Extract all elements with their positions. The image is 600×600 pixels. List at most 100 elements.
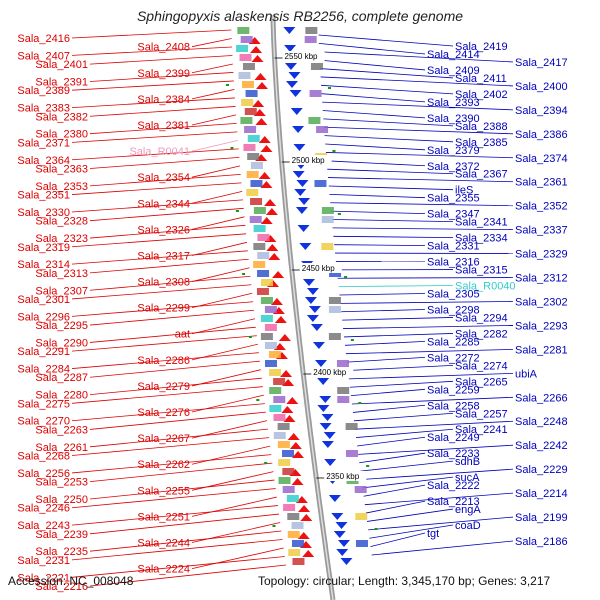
gene-label-sala-2272[interactable]: Sala_2272 — [427, 352, 480, 364]
gene-label-sala-2390[interactable]: Sala_2390 — [427, 113, 480, 125]
gene-label-sala-2243[interactable]: Sala_2243 — [17, 520, 70, 532]
gene-label-sala-2347[interactable]: Sala_2347 — [427, 209, 480, 221]
gene-label-sala-2313[interactable]: Sala_2313 — [35, 268, 88, 280]
gene-label-sala-r0041[interactable]: Sala_R0041 — [129, 146, 190, 158]
gene-label-sala-2391[interactable]: Sala_2391 — [35, 76, 88, 88]
gene-label-sala-2382[interactable]: Sala_2382 — [35, 111, 88, 123]
gene-label-sala-2281[interactable]: Sala_2281 — [515, 344, 568, 356]
gene-label-sala-2354[interactable]: Sala_2354 — [137, 172, 190, 184]
gene-label-sala-2244[interactable]: Sala_2244 — [137, 538, 190, 550]
gene-label-sala-2241[interactable]: Sala_2241 — [455, 424, 508, 436]
gene-label-sala-2222[interactable]: Sala_2222 — [427, 480, 480, 492]
gene-label-sala-2315[interactable]: Sala_2315 — [455, 265, 508, 277]
gene-label-sala-2231[interactable]: Sala_2231 — [17, 555, 70, 567]
gene-label-sala-2416[interactable]: Sala_2416 — [17, 33, 70, 45]
gene-label-sala-2267[interactable]: Sala_2267 — [137, 433, 190, 445]
gene-label-sala-2394[interactable]: Sala_2394 — [515, 105, 568, 117]
gene-label-sala-2214[interactable]: Sala_2214 — [515, 488, 568, 500]
gene-label-sala-2186[interactable]: Sala_2186 — [515, 536, 568, 548]
gene-label-sala-2361[interactable]: Sala_2361 — [515, 177, 568, 189]
gene-label-sala-2246[interactable]: Sala_2246 — [17, 503, 70, 515]
gene-label-sala-2314[interactable]: Sala_2314 — [17, 259, 70, 271]
gene-label-sala-2290[interactable]: Sala_2290 — [35, 337, 88, 349]
gene-label-sala-2331[interactable]: Sala_2331 — [427, 241, 480, 253]
gene-label-sala-2299[interactable]: Sala_2299 — [137, 303, 190, 315]
gene-label-sala-2407[interactable]: Sala_2407 — [17, 50, 70, 62]
gene-label-sala-2386[interactable]: Sala_2386 — [515, 129, 568, 141]
gene-label-sala-2274[interactable]: Sala_2274 — [455, 360, 508, 372]
gene-label-sala-2259[interactable]: Sala_2259 — [427, 384, 480, 396]
gene-label-sala-2393[interactable]: Sala_2393 — [427, 97, 480, 109]
gene-label-sala-2419[interactable]: Sala_2419 — [455, 41, 508, 53]
gene-label-sala-2199[interactable]: Sala_2199 — [515, 512, 568, 524]
gene-label-sala-2374[interactable]: Sala_2374 — [515, 153, 568, 165]
gene-label-sala-2280[interactable]: Sala_2280 — [35, 390, 88, 402]
gene-label-sala-2239[interactable]: Sala_2239 — [35, 529, 88, 541]
gene-label-sala-2402[interactable]: Sala_2402 — [455, 89, 508, 101]
gene-label-sala-2409[interactable]: Sala_2409 — [427, 65, 480, 77]
gene-label-sala-2319[interactable]: Sala_2319 — [17, 242, 70, 254]
gene-label-sala-2389[interactable]: Sala_2389 — [17, 85, 70, 97]
gene-label-sala-2326[interactable]: Sala_2326 — [137, 224, 190, 236]
gene-label-sdhb[interactable]: sdhB — [455, 456, 480, 468]
gene-label-sala-2355[interactable]: Sala_2355 — [427, 193, 480, 205]
gene-label-iles[interactable]: ileS — [455, 185, 473, 197]
gene-label-sala-r0040[interactable]: Sala_R0040 — [455, 281, 516, 293]
gene-label-sala-2308[interactable]: Sala_2308 — [137, 277, 190, 289]
gene-label-sala-2364[interactable]: Sala_2364 — [17, 155, 70, 167]
gene-label-sala-2334[interactable]: Sala_2334 — [455, 233, 508, 245]
gene-label-sala-2224[interactable]: Sala_2224 — [137, 564, 190, 576]
gene-label-sala-2248[interactable]: Sala_2248 — [515, 416, 568, 428]
gene-label-aat[interactable]: aat — [175, 329, 190, 341]
gene-label-sala-2235[interactable]: Sala_2235 — [35, 546, 88, 558]
gene-label-sala-2251[interactable]: Sala_2251 — [137, 511, 190, 523]
gene-label-sala-2296[interactable]: Sala_2296 — [17, 311, 70, 323]
gene-label-sala-2266[interactable]: Sala_2266 — [515, 392, 568, 404]
gene-label-sala-2381[interactable]: Sala_2381 — [137, 120, 190, 132]
gene-label-sala-2352[interactable]: Sala_2352 — [515, 201, 568, 213]
gene-label-sala-2257[interactable]: Sala_2257 — [455, 408, 508, 420]
gene-label-sala-2414[interactable]: Sala_2414 — [427, 49, 480, 61]
gene-label-sala-2261[interactable]: Sala_2261 — [35, 442, 88, 454]
gene-label-sala-2367[interactable]: Sala_2367 — [455, 169, 508, 181]
gene-label-sala-2298[interactable]: Sala_2298 — [427, 304, 480, 316]
gene-label-sala-2344[interactable]: Sala_2344 — [137, 198, 190, 210]
gene-label-sala-2284[interactable]: Sala_2284 — [17, 364, 70, 376]
gene-label-sala-2270[interactable]: Sala_2270 — [17, 416, 70, 428]
gene-label-sala-2294[interactable]: Sala_2294 — [455, 312, 508, 324]
gene-label-sala-2341[interactable]: Sala_2341 — [455, 217, 508, 229]
gene-label-sala-2312[interactable]: Sala_2312 — [515, 273, 568, 285]
gene-label-sala-2279[interactable]: Sala_2279 — [137, 381, 190, 393]
gene-label-sala-2330[interactable]: Sala_2330 — [17, 207, 70, 219]
gene-label-sala-2353[interactable]: Sala_2353 — [35, 181, 88, 193]
gene-label-sala-2262[interactable]: Sala_2262 — [137, 459, 190, 471]
gene-label-sala-2388[interactable]: Sala_2388 — [455, 121, 508, 133]
gene-label-sala-2285[interactable]: Sala_2285 — [427, 336, 480, 348]
gene-label-sala-2328[interactable]: Sala_2328 — [35, 216, 88, 228]
gene-label-sala-2305[interactable]: Sala_2305 — [427, 289, 480, 301]
gene-label-sala-2380[interactable]: Sala_2380 — [35, 129, 88, 141]
gene-label-sala-2263[interactable]: Sala_2263 — [35, 424, 88, 436]
gene-label-sala-2258[interactable]: Sala_2258 — [427, 400, 480, 412]
gene-label-sala-2401[interactable]: Sala_2401 — [35, 59, 88, 71]
gene-label-sala-2384[interactable]: Sala_2384 — [137, 94, 190, 106]
gene-label-sala-2287[interactable]: Sala_2287 — [35, 372, 88, 384]
gene-label-sala-2213[interactable]: Sala_2213 — [427, 496, 480, 508]
gene-label-sala-2276[interactable]: Sala_2276 — [137, 407, 190, 419]
gene-label-tgt[interactable]: tgt — [427, 528, 439, 540]
gene-label-sala-2411[interactable]: Sala_2411 — [455, 73, 507, 85]
gene-label-sala-2255[interactable]: Sala_2255 — [137, 485, 190, 497]
gene-label-sala-2268[interactable]: Sala_2268 — [17, 451, 70, 463]
gene-label-sala-2337[interactable]: Sala_2337 — [515, 225, 568, 237]
gene-label-sala-2233[interactable]: Sala_2233 — [427, 448, 480, 460]
gene-label-sala-2256[interactable]: Sala_2256 — [17, 468, 70, 480]
gene-label-sala-2379[interactable]: Sala_2379 — [427, 145, 480, 157]
gene-label-sala-2363[interactable]: Sala_2363 — [35, 163, 88, 175]
gene-label-sala-2316[interactable]: Sala_2316 — [427, 257, 480, 269]
gene-label-coad[interactable]: coaD — [455, 520, 481, 532]
gene-label-suca[interactable]: sucA — [455, 472, 480, 484]
gene-label-ubia[interactable]: ubiA — [515, 368, 538, 380]
gene-label-sala-2275[interactable]: Sala_2275 — [17, 398, 70, 410]
gene-label-sala-2351[interactable]: Sala_2351 — [17, 190, 70, 202]
gene-label-sala-2323[interactable]: Sala_2323 — [35, 233, 88, 245]
